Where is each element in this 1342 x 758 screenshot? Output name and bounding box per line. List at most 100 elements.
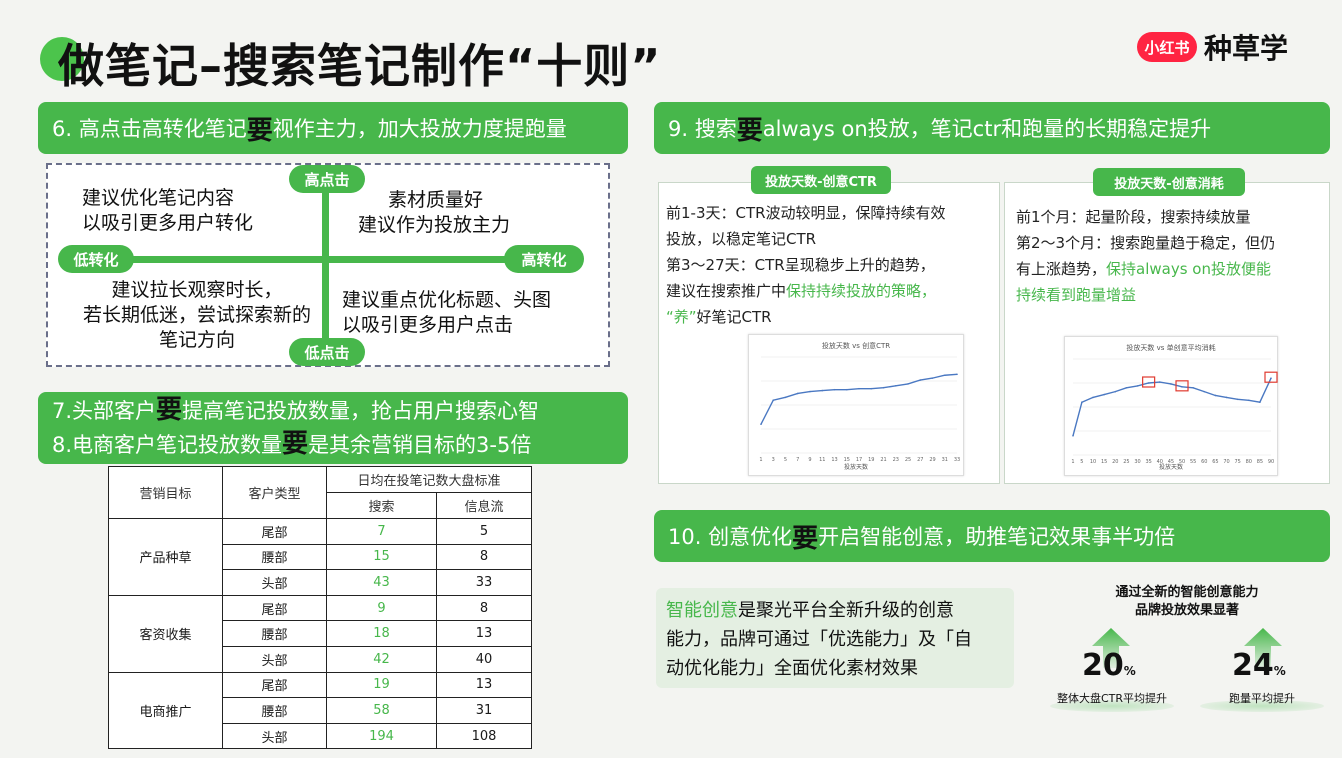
s8-prefix: 8.电商客户笔记投放数量 — [52, 433, 283, 457]
spend-tab: 投放天数-创意消耗 — [1093, 168, 1245, 196]
chart-point — [870, 387, 873, 390]
stat-ctr-unit: % — [1123, 664, 1136, 678]
s8-emphasis: 要 — [282, 429, 309, 459]
chart-x-tick: 1 — [759, 457, 762, 463]
th-type: 客户类型 — [222, 466, 327, 519]
chart-x-tick: 17 — [856, 457, 862, 463]
info-highlight: 智能创意 — [666, 600, 738, 621]
chart-x-tick: 55 — [1190, 459, 1196, 465]
info-line: 智能创意是聚光平台全新升级的创意 — [666, 596, 1004, 625]
cell-feed: 108 — [436, 722, 532, 750]
cell-search: 18 — [326, 620, 437, 647]
cell-goal: 产品种草 — [108, 518, 223, 596]
info-line: 能力，品牌可通过「优选能力」及「自 — [666, 629, 972, 650]
table-row: 腰部 18 13 — [109, 620, 532, 647]
chart-point — [796, 392, 799, 395]
stat-ctr-base — [1050, 700, 1174, 712]
cell-goal: 客资收集 — [108, 594, 223, 673]
chart-point — [772, 399, 775, 401]
chart-point — [882, 386, 885, 389]
spend-line: 有上涨趋势，保持always on投放便能 — [1016, 256, 1328, 282]
th-feed: 信息流 — [436, 492, 532, 519]
chart-x-tick: 5 — [784, 457, 787, 463]
chart-point — [1170, 383, 1172, 385]
spend-chart: 投放天数 vs 单创意平均消耗 1 5 10 15 20 25 30 35 40 45 50 55 60… — [1064, 336, 1278, 476]
table-row: 头部 42 40 — [109, 645, 532, 673]
cell-feed: 31 — [436, 697, 532, 724]
cell-feed: 13 — [436, 620, 532, 647]
chart-x-tick: 70 — [1223, 459, 1229, 465]
spend-highlight: 保持always on投放便能 — [1106, 260, 1271, 278]
chart-point — [1214, 394, 1217, 397]
ctr-description: 前1-3天：CTR波动较明显，保障持续有效 投放，以稳定笔记CTR 第3～27天… — [666, 200, 996, 330]
th-search: 搜索 — [326, 492, 437, 519]
chart-x-tick: 23 — [893, 457, 899, 463]
cell-search: 19 — [326, 671, 437, 699]
spend-line: 前1个月：起量阶段，搜索持续放量 — [1016, 208, 1251, 226]
chart-point — [1103, 393, 1105, 396]
chart-x-tick: 50 — [1179, 459, 1185, 465]
cell-type: 头部 — [222, 569, 327, 596]
chart-point — [1092, 396, 1094, 399]
chart-x-tick: 9 — [808, 457, 811, 463]
ctr-highlight: 保持持续投放的策略， — [786, 282, 937, 300]
th-goal: 营销目标 — [108, 466, 223, 519]
ctr-chart: 投放天数 vs 创意CTR 1 3 5 7 9 11 13 15 17 19 21 23 25 27 29 3… — [748, 334, 964, 476]
s7-prefix: 7.头部客户 — [52, 399, 157, 423]
q-bl-line: 若长期低迷，尝试探索新的 — [82, 304, 311, 326]
stat-ctr-number: 20 — [1082, 648, 1124, 683]
info-line: 动优化能力」全面优化素材效果 — [666, 658, 918, 679]
q-bl-line: 建议拉长观察时长， — [111, 279, 283, 301]
label-low-click: 低点击 — [289, 338, 365, 366]
spend-chart-svg: 1 5 10 15 20 25 30 35 40 45 50 55 60 65 70 75 80 85 90 — [1071, 358, 1278, 465]
chart-x-tick: 19 — [868, 457, 874, 463]
section-6-header: 6. 高点击高转化笔记要视作主力，加大投放力度提跑量 — [38, 102, 628, 154]
note-standard-table: 营销目标 客户类型 日均在投笔记数大盘标准 搜索 信息流 产品种草 尾部 7 5… — [108, 466, 532, 750]
chart-x-tick: 7 — [796, 457, 799, 463]
chart-point — [760, 423, 762, 425]
chart-point — [784, 396, 787, 399]
chart-point — [1270, 377, 1272, 379]
cell-type: 尾部 — [222, 594, 327, 622]
ctr-chart-xlabel: 投放天数 — [843, 464, 868, 471]
stat-ctr-value: 20% — [1082, 648, 1136, 683]
q-tr-line: 建议作为投放主力 — [358, 214, 511, 236]
table-row: 产品种草 尾部 7 5 — [108, 518, 532, 596]
s8-suffix: 是其余营销目标的3-5倍 — [308, 433, 532, 457]
q-tr-line: 素材质量好 — [388, 189, 484, 211]
chart-point — [1247, 399, 1250, 402]
cell-search: 58 — [326, 697, 437, 724]
s10-prefix: 10. 创意优化 — [668, 525, 793, 549]
stat-spend-caption: 跑量平均提升 — [1229, 692, 1295, 705]
chart-x-tick: 29 — [929, 457, 935, 463]
table-row: 客资收集 尾部 9 8 — [108, 594, 532, 673]
cell-search: 7 — [326, 518, 437, 545]
quadrant-top-right-text: 素材质量好 建议作为投放主力 — [358, 188, 510, 238]
cell-goal: 电商推广 — [108, 671, 223, 750]
cell-type: 腰部 — [222, 620, 327, 647]
spend-chart-title: 投放天数 vs 单创意平均消耗 — [1126, 344, 1216, 352]
q-br-line: 以吸引更多用户点击 — [342, 314, 514, 336]
chart-point — [1081, 401, 1083, 403]
cell-type: 尾部 — [222, 671, 327, 699]
chart-point — [1225, 396, 1228, 399]
spend-chart-xlabel: 投放天数 — [1158, 464, 1183, 471]
chart-point — [1125, 387, 1128, 389]
chart-point — [1072, 435, 1074, 437]
chart-point — [1114, 390, 1117, 393]
cell-type: 头部 — [222, 645, 327, 673]
s9-suffix: always on投放，笔记ctr和跑量的长期稳定提升 — [762, 117, 1212, 141]
chart-x-tick: 25 — [905, 457, 911, 463]
ctr-line: 前1-3天：CTR波动较明显，保障持续有效 — [666, 204, 946, 222]
cell-search: 42 — [326, 645, 437, 673]
stat-title: 通过全新的智能创意能力 品牌投放效果显著 — [1080, 584, 1294, 620]
chart-x-tick: 90 — [1268, 459, 1274, 465]
table-row: 腰部 15 8 — [109, 543, 532, 571]
chart-point — [1203, 390, 1206, 393]
chart-point — [1192, 387, 1194, 389]
chart-x-tick: 15 — [1101, 459, 1107, 465]
ctr-line: 第3～27天：CTR呈现稳步上升的趋势， — [666, 256, 935, 274]
chart-point — [907, 383, 909, 385]
cell-search: 194 — [326, 722, 437, 750]
q-br-line: 建议重点优化标题、头图 — [342, 289, 552, 311]
